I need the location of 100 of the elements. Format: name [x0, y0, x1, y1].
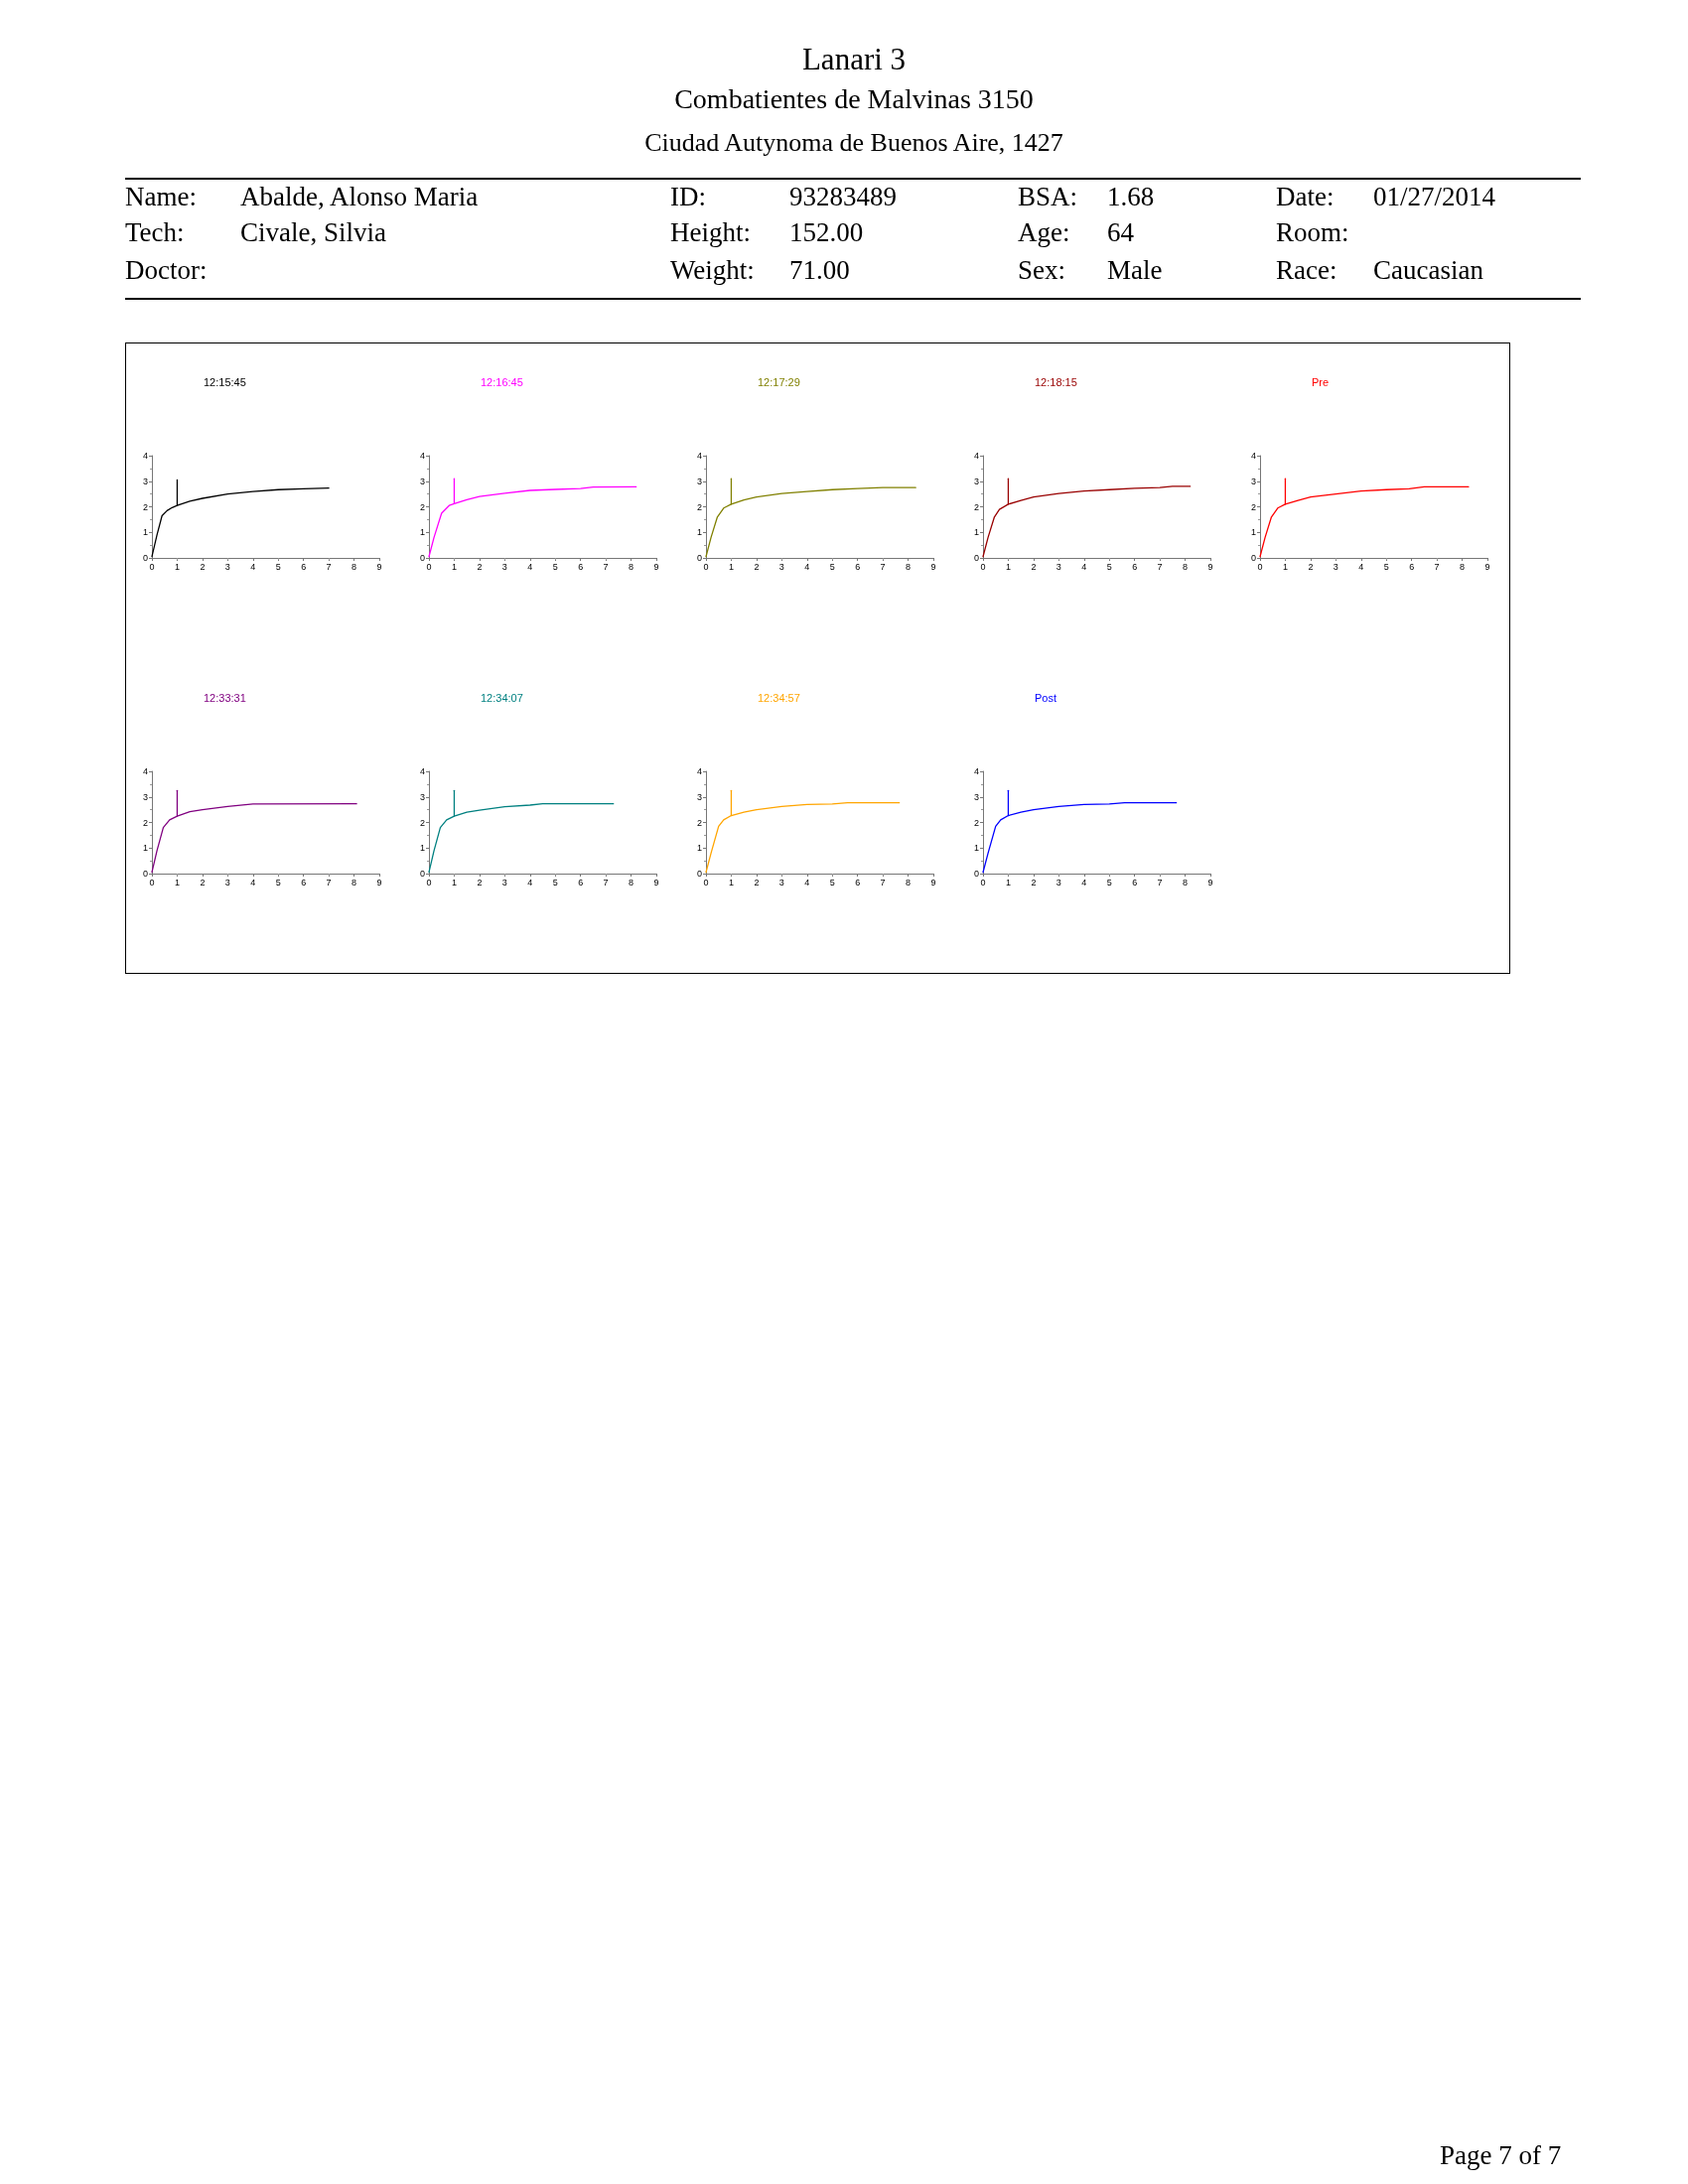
y-tick-label: 4	[142, 451, 148, 461]
x-tick-label: 9	[1207, 561, 1213, 572]
x-tick-label: 0	[149, 561, 155, 572]
y-tick-label: 3	[142, 476, 148, 486]
x-tick-label: 5	[1106, 877, 1112, 887]
y-tick-label: 3	[696, 476, 702, 486]
x-tick-label: 5	[275, 561, 281, 572]
x-tick-label: 5	[552, 877, 558, 887]
y-tick-label: 0	[419, 553, 425, 563]
y-tick-label: 1	[1250, 527, 1256, 538]
text: Male	[1107, 254, 1163, 286]
text: Caucasian	[1373, 254, 1483, 286]
x-tick-label: 7	[1434, 561, 1440, 572]
chart-title: 12:33:31	[204, 691, 246, 704]
y-tick-label: 4	[696, 766, 702, 776]
x-tick-label: 0	[703, 877, 709, 887]
x-tick-label: 2	[477, 877, 483, 887]
x-tick-label: 5	[829, 561, 835, 572]
y-tick-label: 4	[1250, 451, 1256, 461]
chart-title: 12:34:57	[758, 691, 800, 704]
x-tick-label: 1	[451, 877, 457, 887]
x-tick-label: 3	[1055, 877, 1061, 887]
x-tick-label: 3	[501, 561, 507, 572]
x-tick-label: 6	[1409, 561, 1415, 572]
x-tick-label: 7	[1157, 877, 1163, 887]
text: Sex:	[1018, 254, 1066, 286]
text: BSA:	[1018, 181, 1078, 212]
x-tick-label: 6	[301, 877, 307, 887]
x-tick-label: 5	[552, 561, 558, 572]
x-tick-label: 1	[1005, 877, 1011, 887]
x-tick-label: 7	[326, 561, 332, 572]
chart-title: Pre	[1312, 375, 1330, 388]
y-tick-label: 3	[696, 791, 702, 802]
text: Room:	[1276, 216, 1349, 248]
x-tick-label: 9	[376, 877, 382, 887]
x-tick-label: 8	[629, 561, 634, 572]
y-tick-label: 3	[142, 791, 148, 802]
y-tick-label: 2	[1250, 501, 1256, 512]
x-tick-label: 6	[855, 877, 861, 887]
x-tick-label: 4	[1081, 877, 1087, 887]
x-tick-label: 3	[778, 877, 784, 887]
x-tick-label: 0	[426, 561, 432, 572]
y-tick-label: 3	[1250, 476, 1256, 486]
y-tick-label: 0	[142, 553, 148, 563]
x-tick-label: 0	[149, 877, 155, 887]
x-tick-label: 8	[352, 877, 357, 887]
x-tick-label: 4	[1081, 561, 1087, 572]
text: 152.00	[789, 216, 864, 248]
chart-title: 12:17:29	[758, 375, 800, 388]
x-tick-label: 2	[754, 877, 760, 887]
x-tick-label: 9	[930, 877, 936, 887]
x-tick-label: 4	[804, 877, 810, 887]
text: 71.00	[789, 254, 850, 286]
y-tick-label: 4	[973, 451, 979, 461]
text: 01/27/2014	[1373, 181, 1496, 212]
x-tick-label: 3	[224, 561, 230, 572]
x-tick-label: 3	[501, 877, 507, 887]
text: 93283489	[789, 181, 897, 212]
x-tick-label: 1	[451, 561, 457, 572]
x-tick-label: 3	[1055, 561, 1061, 572]
x-tick-label: 8	[629, 877, 634, 887]
chart-title: 12:34:07	[481, 691, 523, 704]
x-tick-label: 2	[754, 561, 760, 572]
x-tick-label: 6	[578, 877, 584, 887]
x-tick-label: 4	[1358, 561, 1364, 572]
text: 1.68	[1107, 181, 1155, 212]
x-tick-label: 1	[728, 877, 734, 887]
x-tick-label: 1	[174, 561, 180, 572]
x-tick-label: 7	[326, 877, 332, 887]
x-tick-label: 0	[980, 561, 986, 572]
x-tick-label: 4	[527, 877, 533, 887]
x-tick-label: 7	[603, 877, 609, 887]
text: 64	[1107, 216, 1134, 248]
x-tick-label: 1	[174, 877, 180, 887]
y-tick-label: 1	[696, 843, 702, 854]
y-tick-label: 0	[696, 869, 702, 879]
x-tick-label: 4	[804, 561, 810, 572]
y-tick-label: 0	[419, 869, 425, 879]
y-tick-label: 3	[973, 476, 979, 486]
chart-title: Post	[1035, 691, 1057, 704]
x-tick-label: 7	[1157, 561, 1163, 572]
text: Combatientes de Malvinas 3150	[674, 83, 1034, 115]
y-tick-label: 1	[142, 527, 148, 538]
chart-title: 12:15:45	[204, 375, 246, 388]
y-tick-label: 1	[973, 843, 979, 854]
text: Page 7 of 7	[1440, 2139, 1562, 2171]
x-tick-label: 8	[1460, 561, 1466, 572]
x-tick-label: 2	[1031, 877, 1037, 887]
x-tick-label: 9	[376, 561, 382, 572]
y-tick-label: 2	[142, 817, 148, 828]
x-tick-label: 6	[578, 561, 584, 572]
chart-title: 12:18:15	[1035, 375, 1077, 388]
x-tick-label: 5	[275, 877, 281, 887]
x-tick-label: 9	[1207, 877, 1213, 887]
y-tick-label: 0	[973, 869, 979, 879]
y-tick-label: 1	[142, 843, 148, 854]
chart-title: 12:16:45	[481, 375, 523, 388]
x-tick-label: 4	[250, 561, 256, 572]
x-tick-label: 8	[906, 561, 912, 572]
text: Lanari 3	[801, 42, 907, 77]
